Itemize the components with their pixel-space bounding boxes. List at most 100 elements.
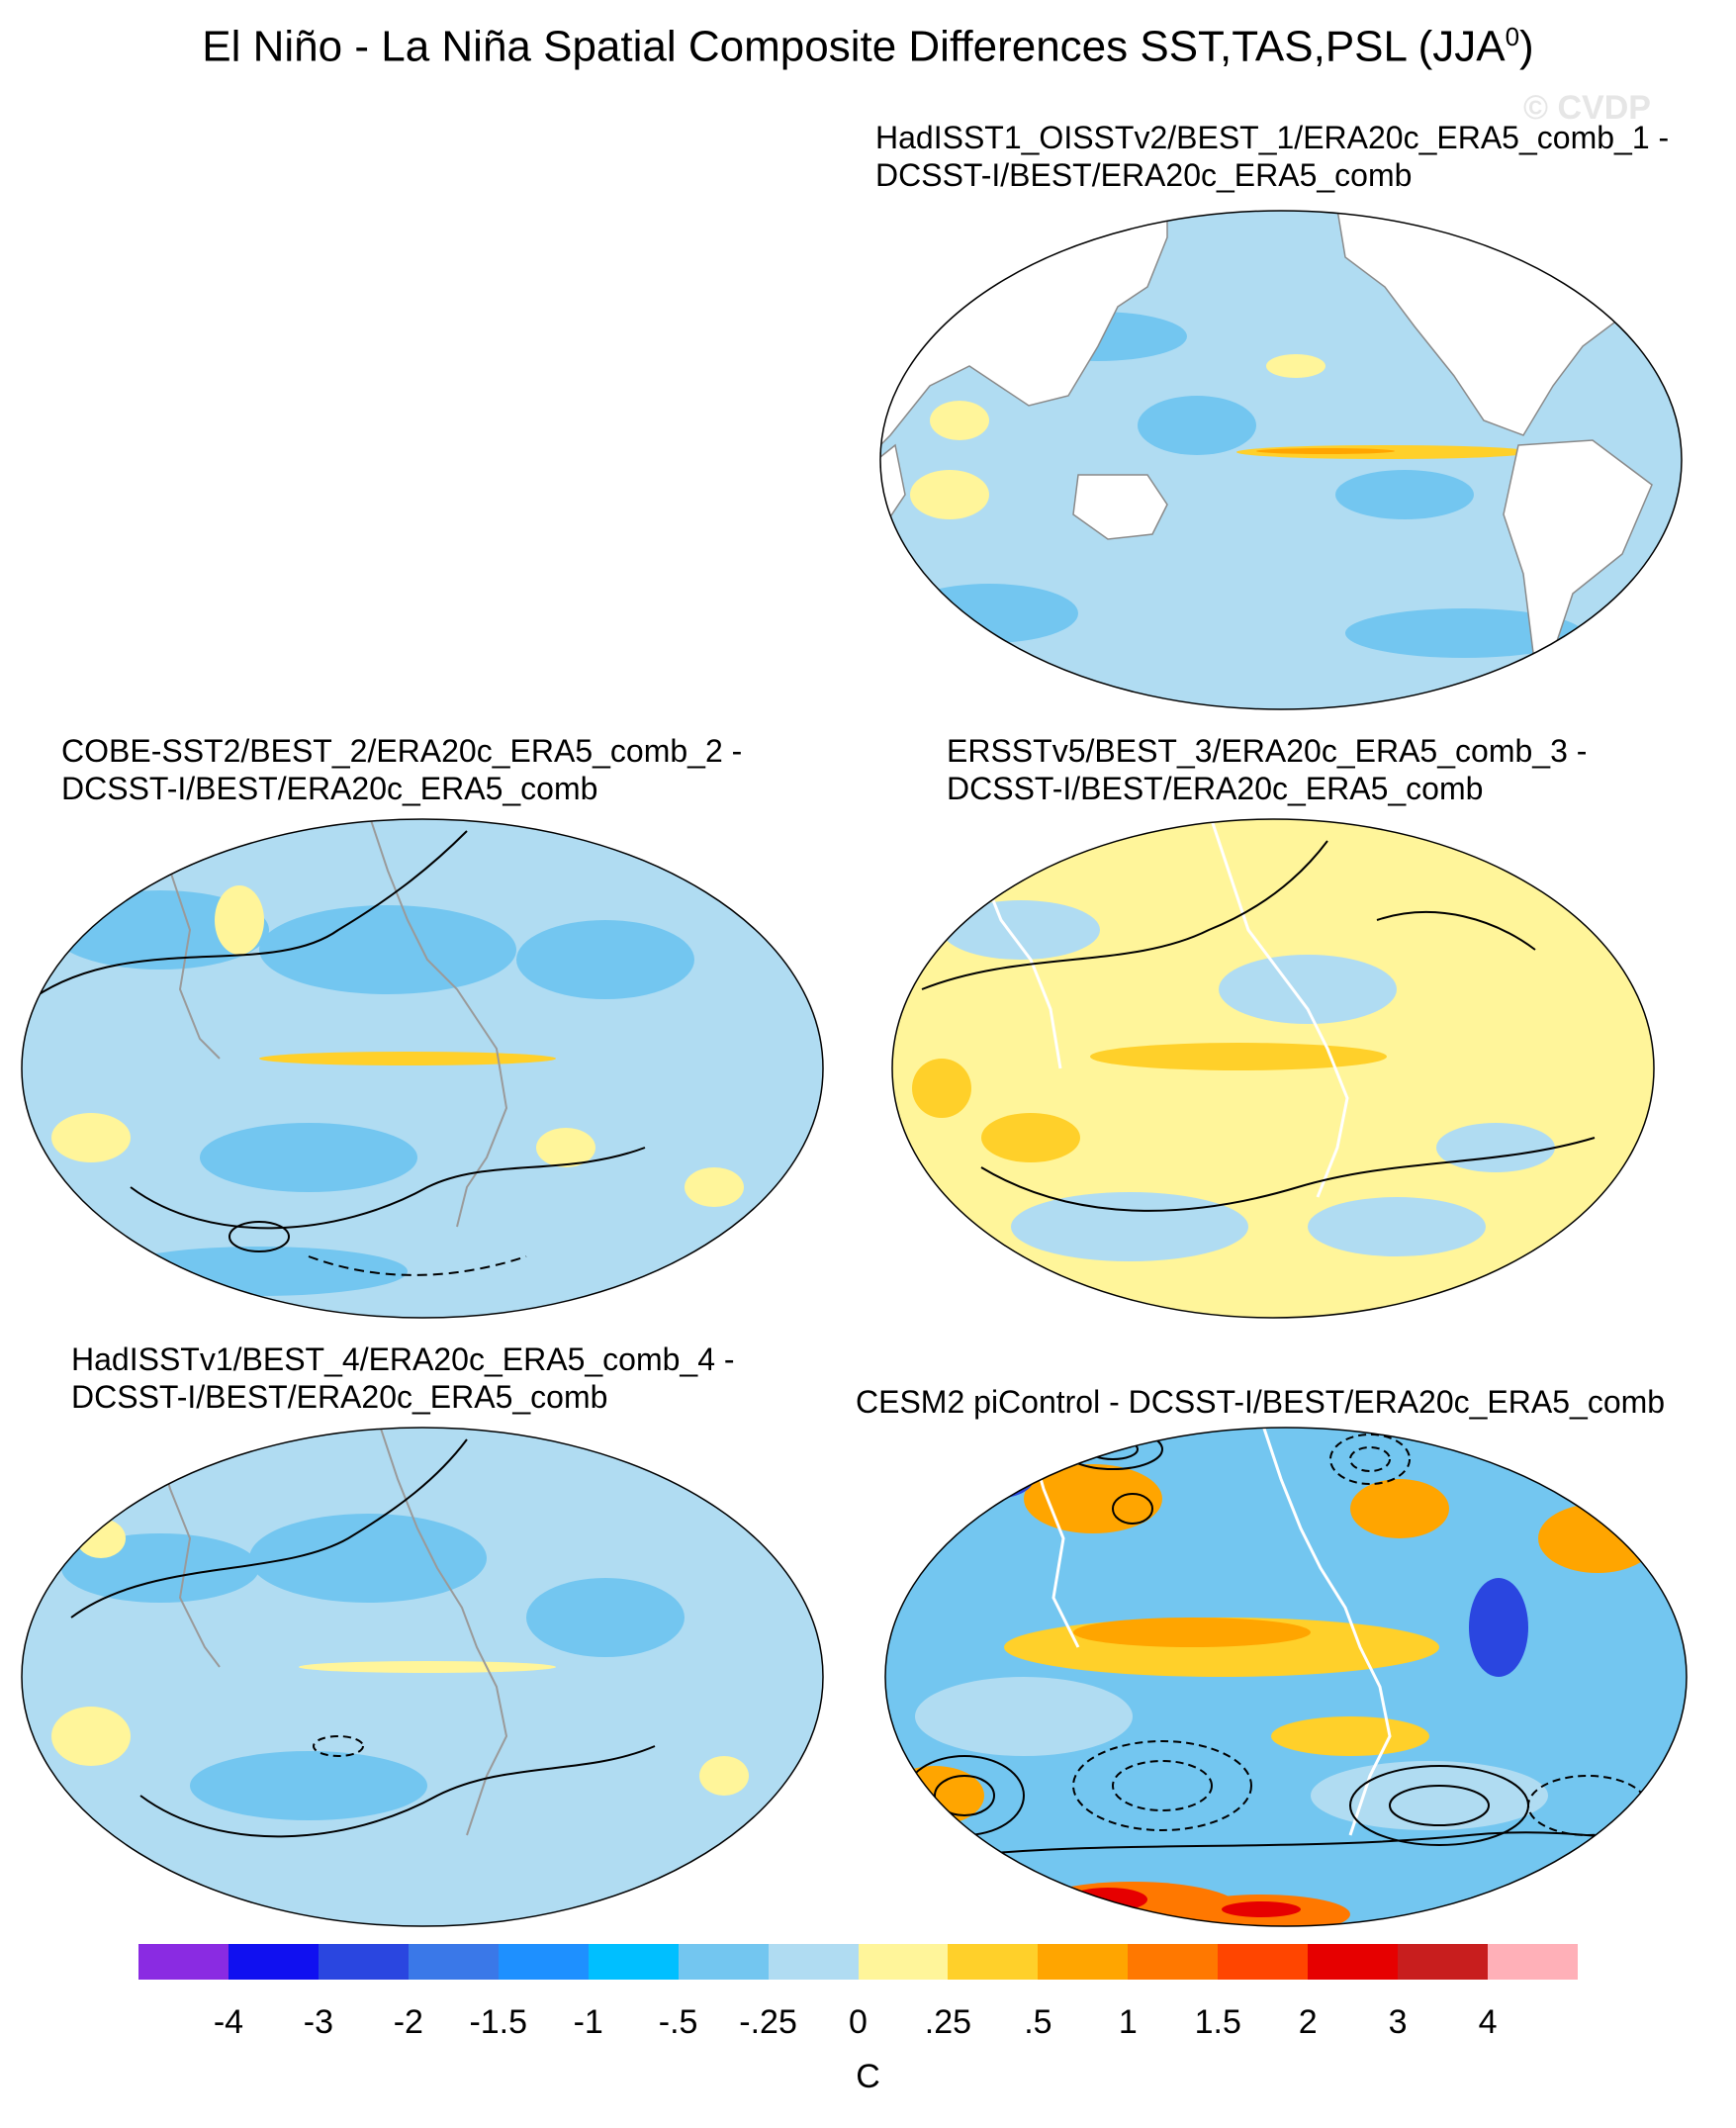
land-australia [1072, 474, 1168, 540]
anomaly-patch [1436, 1123, 1555, 1172]
enso-warm-tongue [1256, 448, 1395, 454]
psl-contour [1112, 1760, 1213, 1811]
enso-warm-tongue [1090, 1043, 1387, 1070]
panel-title-line2: DCSST-I/BEST/ERA20c_ERA5_comb [61, 771, 598, 806]
psl-contour [139, 1745, 656, 1838]
psl-contour [31, 830, 468, 1000]
colorbar [138, 1944, 1578, 1980]
psl-contour [980, 1137, 1596, 1212]
anomaly-patch [1345, 608, 1583, 658]
colorbar-tick-label: -4 [213, 2003, 244, 2041]
colorbar-swatch [228, 1944, 319, 1980]
panel-title-line1: COBE-SST2/BEST_2/ERA20c_ERA5_comb_2 - [61, 733, 743, 769]
psl-contour [1112, 1493, 1153, 1525]
psl-contour [1072, 1740, 1252, 1831]
anomaly-patch [215, 885, 264, 955]
map-frame [891, 818, 1655, 1319]
anomaly-patch [1311, 1761, 1548, 1830]
anomaly-patch [249, 1514, 487, 1603]
psl-contour [308, 1255, 527, 1276]
land-south-america [1503, 439, 1653, 654]
colorbar-tick-label: -.5 [658, 2003, 698, 2041]
psl-contour [313, 1735, 364, 1757]
map-panel-hadisstv1: HadISSTv1/BEST_4/ERA20c_ERA5_comb_4 - DC… [21, 1341, 872, 1934]
anomaly-patch [51, 1707, 131, 1766]
land-outline [1207, 819, 1349, 1198]
colorbar-swatch [498, 1944, 589, 1980]
anomaly-patch [981, 1113, 1080, 1162]
panel-title-line1: ERSSTv5/BEST_3/ERA20c_ERA5_comb_3 - [947, 733, 1588, 769]
colorbar-swatch [1218, 1944, 1309, 1980]
colorbar-swatch [318, 1944, 409, 1980]
colorbar-swatch [1308, 1944, 1399, 1980]
map-cobe [21, 818, 824, 1319]
anomaly-patch [1024, 1464, 1162, 1533]
psl-contour [130, 1147, 646, 1230]
psl-contour [934, 1775, 995, 1816]
panel-title-line2: DCSST-I/BEST/ERA20c_ERA5_comb [71, 1379, 608, 1415]
colorbar-tick-labels: -4 -3 -2 -1.5 -1 -.5 -.25 0 .25 .5 1 1.5 2 3 4 [0, 2003, 1736, 2043]
colorbar-tick-label: 4 [1478, 2003, 1498, 2041]
anomaly-patch [1138, 396, 1256, 455]
anomaly-patch [699, 1756, 749, 1796]
colorbar-swatch [1488, 1944, 1578, 1980]
anomaly-patch [1073, 1618, 1311, 1647]
cvdp-watermark: © CVDP [1523, 89, 1651, 127]
colorbar-tick-label: .25 [924, 2003, 972, 2041]
anomaly-patch [910, 470, 989, 519]
anomaly-patch [51, 1113, 131, 1162]
psl-contour [70, 1438, 468, 1619]
colorbar-tick-label: 0 [849, 2003, 868, 2041]
anomaly-patch [1266, 354, 1325, 378]
figure-title: El Niño - La Niña Spatial Composite Diff… [202, 22, 1534, 71]
ocean-field [22, 1428, 823, 1926]
anomaly-patch [526, 1578, 685, 1657]
colorbar-tick-label: -1 [573, 2003, 603, 2041]
map-ersst [891, 818, 1655, 1319]
map-frame [879, 210, 1683, 710]
anomaly-patch [1469, 1578, 1528, 1677]
colorbar-swatch [138, 1944, 228, 1980]
anomaly-patch [1308, 1197, 1486, 1256]
panel-title-line2: DCSST-I/BEST/ERA20c_ERA5_comb [947, 771, 1484, 806]
land-africa [880, 443, 906, 526]
anomaly-patch [912, 1059, 971, 1118]
anomaly-patch [1011, 1192, 1248, 1261]
map-frame [21, 1427, 824, 1927]
anomaly-patch [1350, 1479, 1449, 1538]
panel-title-line1: CESM2 piControl - DCSST-I/BEST/ERA20c_ER… [856, 1384, 1666, 1420]
psl-contour [228, 1221, 290, 1252]
anomaly-patch [955, 1459, 1034, 1499]
psl-contour [1389, 1785, 1490, 1826]
enso-warm-tongue [259, 1052, 556, 1065]
colorbar-tick-label: 3 [1388, 2003, 1408, 2041]
colorbar-swatch [768, 1944, 859, 1980]
colorbar-swatch [408, 1944, 499, 1980]
anomaly-patch [200, 1123, 417, 1192]
anomaly-patch [685, 1167, 744, 1207]
colorbar-tick-label: .5 [1024, 2003, 1052, 2041]
map-panel-ersst: ERSSTv5/BEST_3/ERA20c_ERA5_comb_3 - DCSS… [891, 732, 1736, 1336]
map-frame [884, 1427, 1688, 1927]
colorbar-tick-label: -3 [303, 2003, 333, 2041]
colorbar-tick-label: 1 [1118, 2003, 1138, 2041]
psl-contour [1329, 1434, 1411, 1485]
map-panel-cobe: COBE-SST2/BEST_2/ERA20c_ERA5_comb_2 - DC… [21, 732, 872, 1336]
land-outline [1259, 1428, 1392, 1836]
colorbar-tick-label: -1.5 [469, 2003, 528, 2041]
colorbar-swatch [858, 1944, 949, 1980]
anomaly-patch [900, 584, 1078, 643]
colorbar-tick-label: 2 [1298, 2003, 1318, 2041]
map-cesm2 [884, 1427, 1688, 1927]
land-outline [377, 1428, 508, 1836]
panel-title-line2: DCSST-I/BEST/ERA20c_ERA5_comb [875, 157, 1413, 193]
psl-contour [1376, 910, 1536, 951]
anomaly-patch [1335, 470, 1474, 519]
anomaly-patch [536, 1128, 595, 1167]
anomaly-patch [915, 1677, 1133, 1756]
anomaly-patch [259, 905, 516, 994]
psl-contour [1349, 1446, 1391, 1472]
anomaly-patch [190, 1751, 427, 1820]
anomaly-patch [930, 401, 989, 440]
colorbar-swatch [1128, 1944, 1219, 1980]
